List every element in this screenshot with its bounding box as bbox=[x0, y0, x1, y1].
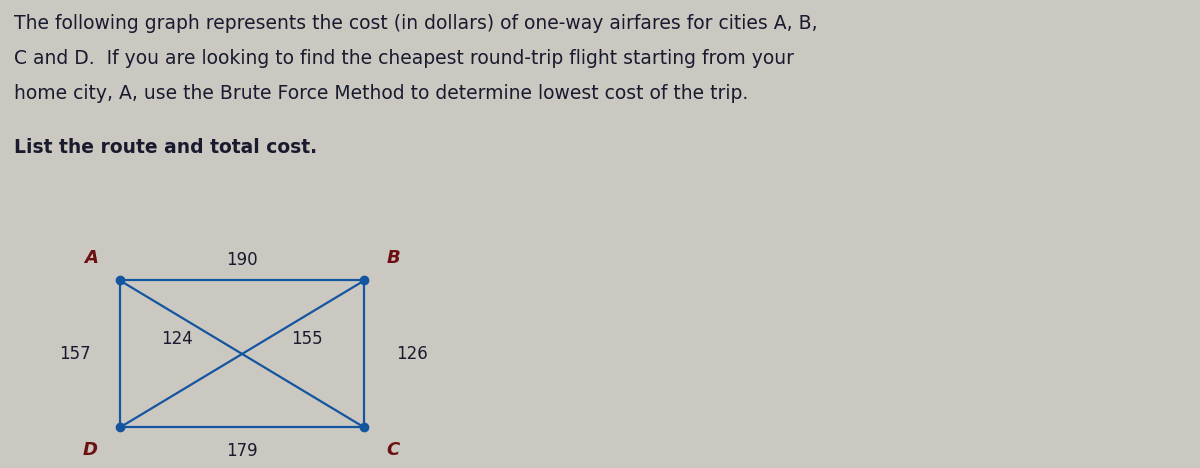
Text: C and D.  If you are looking to find the cheapest round-trip flight starting fro: C and D. If you are looking to find the … bbox=[14, 49, 794, 68]
Text: 126: 126 bbox=[396, 345, 428, 363]
Text: 157: 157 bbox=[59, 345, 90, 363]
Text: 155: 155 bbox=[292, 330, 323, 348]
Text: C: C bbox=[386, 441, 400, 459]
Text: List the route and total cost.: List the route and total cost. bbox=[14, 138, 318, 157]
Text: home city, A, use the Brute Force Method to determine lowest cost of the trip.: home city, A, use the Brute Force Method… bbox=[14, 84, 749, 103]
Text: A: A bbox=[84, 249, 97, 267]
Text: D: D bbox=[83, 441, 97, 459]
Text: 190: 190 bbox=[227, 251, 258, 269]
Text: The following graph represents the cost (in dollars) of one-way airfares for cit: The following graph represents the cost … bbox=[14, 14, 818, 33]
Text: 124: 124 bbox=[162, 330, 193, 348]
Text: 179: 179 bbox=[227, 442, 258, 460]
Text: B: B bbox=[386, 249, 400, 267]
